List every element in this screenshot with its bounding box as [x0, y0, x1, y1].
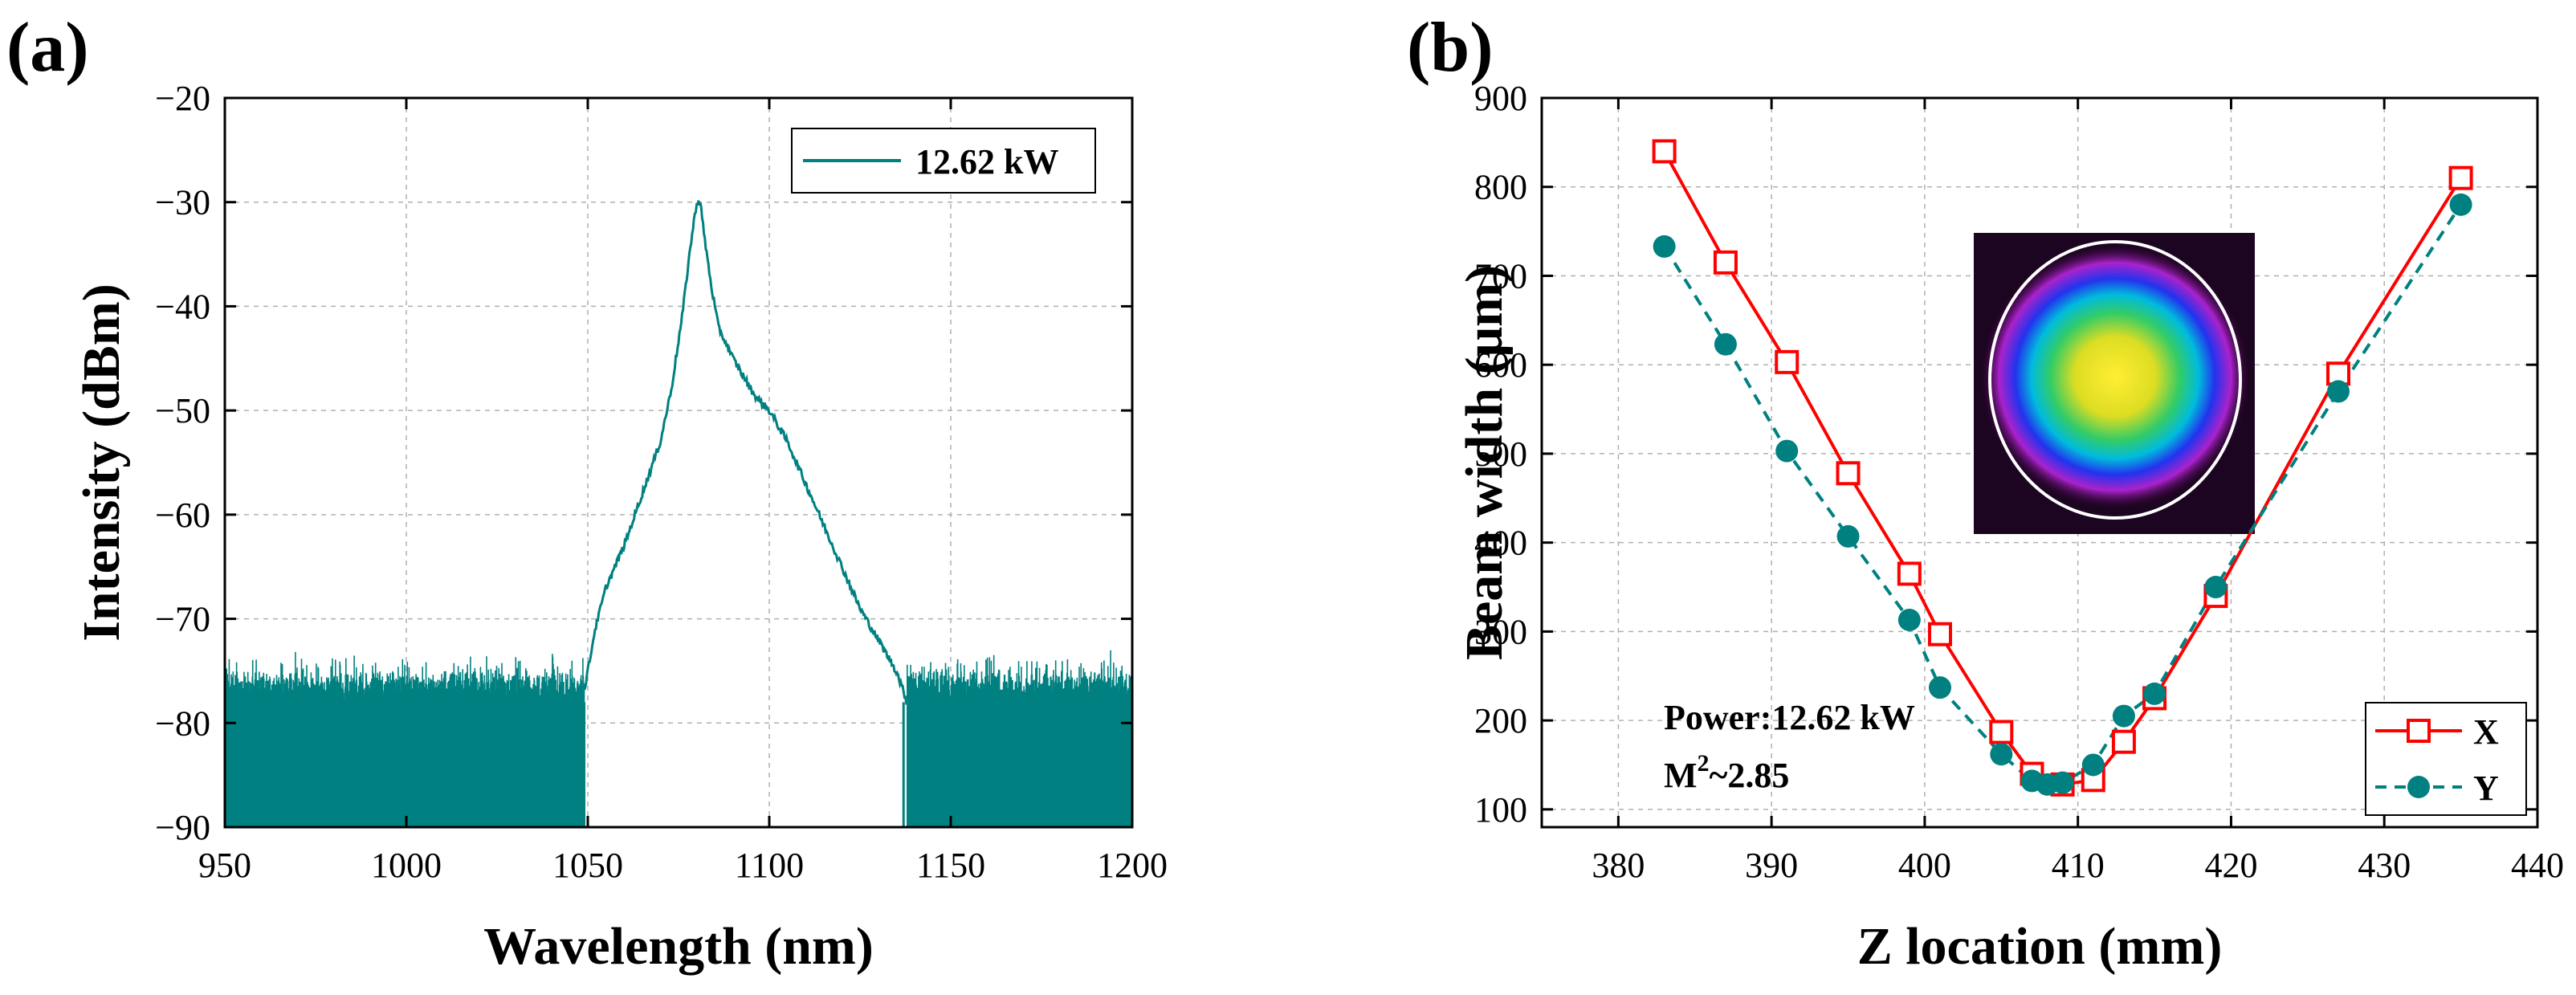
series-x-point: [2448, 165, 2473, 190]
panel-b-xtick-label: 390: [1745, 846, 1798, 885]
panel-b-xtick-label: 380: [1592, 846, 1645, 885]
panel-b-xtick-label: 430: [2358, 846, 2411, 885]
panel-b-ytick-label: 500: [1474, 434, 1527, 474]
series-y-point: [2112, 704, 2135, 728]
legend-y-marker: [2407, 776, 2430, 798]
panel-b-ytick-label: 400: [1474, 524, 1527, 563]
panel-b-ytick-label: 700: [1474, 256, 1527, 296]
panel-b-ytick-label: 100: [1474, 790, 1527, 830]
series-x-point: [1989, 720, 2014, 744]
panel-a-ytick-label: −60: [155, 495, 210, 535]
panel-b-ytick-label: 800: [1474, 168, 1527, 207]
series-x-point: [1775, 349, 1800, 374]
beam-spot: [1980, 244, 2250, 509]
series-x-point: [2111, 729, 2136, 754]
panel-a: (a) 950 1000 1050 1100 1150 1200 −90 −80 −70 −60 −…: [6, 9, 1168, 976]
series-x-point: [1928, 622, 1952, 646]
panel-b-legend: X Y: [2365, 702, 2527, 816]
series-x-point: [1897, 561, 1922, 586]
panel-a-ytick-label: −50: [155, 391, 210, 430]
panel-a-spectrum: [224, 200, 1133, 827]
panel-b-ytick-label: 900: [1474, 79, 1527, 118]
panel-a-xtick-label: 950: [198, 846, 251, 885]
panel-a-ylabel: Intensity (dBm): [72, 283, 131, 642]
panel-b-ticks: 380 390 400 410 420 430 440 100 200 300 400 500 600 7…: [1474, 79, 2564, 885]
series-y-point: [1897, 608, 1921, 631]
series-x-point: [1713, 250, 1738, 275]
panel-a-ticks: 950 1000 1050 1100 1150 1200 −90 −80 −70 −60 −50 −4…: [155, 79, 1168, 885]
series-y-point: [2449, 193, 2472, 216]
legend-x-label: X: [2473, 712, 2499, 752]
panel-b-ytick-label: 300: [1474, 612, 1527, 651]
panel-b-xlabel: Z location (mm): [1857, 917, 2223, 976]
legend-x-marker: [2407, 719, 2431, 743]
panel-b-xtick-label: 440: [2511, 846, 2564, 885]
legend-y-label: Y: [2473, 769, 2499, 808]
panel-a-xtick-label: 1100: [735, 846, 804, 885]
panel-a-label: (a): [6, 9, 89, 87]
panel-b-legend-box: [2365, 702, 2527, 816]
panel-a-xlabel: Wavelength (nm): [483, 917, 874, 976]
panel-a-ytick-label: −30: [155, 183, 210, 222]
series-y-point: [1990, 743, 2013, 766]
spectrum-noise-fill: [907, 723, 1132, 827]
panel-a-frame: [223, 96, 1134, 829]
panel-b: (b) 380 390 400 410 420 430 440 100 200 300 400 500…: [1407, 9, 2564, 976]
beam-ellipse-fit: [1988, 240, 2242, 520]
panel-a-ytick-label: −40: [155, 287, 210, 326]
panel-b-ytick-label: 200: [1474, 701, 1527, 740]
panel-b-series: [1652, 139, 2473, 797]
m2-annotation: M2~2.85: [1664, 750, 1789, 795]
beam-profile-inset: [1974, 233, 2255, 534]
series-x-point: [1652, 139, 1677, 164]
m2-superscript: 2: [1698, 750, 1710, 777]
panel-a-ytick-label: −20: [155, 79, 210, 118]
panel-a-legend: 12.62 kW: [791, 128, 1096, 194]
series-x-point: [1836, 461, 1861, 486]
series-y-point: [2204, 576, 2228, 599]
panel-a-legend-label: 12.62 kW: [915, 142, 1058, 181]
panel-b-ytick-label: 600: [1474, 345, 1527, 385]
panel-b-xtick-label: 410: [2052, 846, 2105, 885]
series-y-point: [2051, 771, 2074, 794]
panel-b-frame: [1540, 96, 2539, 829]
panel-b-xtick-label: 420: [2204, 846, 2257, 885]
series-y-point: [2327, 380, 2350, 403]
series-y-point: [2143, 682, 2166, 705]
m2-symbol: M: [1664, 756, 1698, 795]
series-y-point: [1714, 332, 1737, 356]
panel-a-xtick-label: 1200: [1097, 846, 1168, 885]
panel-a-xtick-label: 1150: [916, 846, 985, 885]
power-annotation: Power:12.62 kW: [1664, 698, 1915, 737]
series-y-point: [1929, 676, 1951, 699]
series-y-point: [1836, 524, 1860, 548]
panel-a-ytick-label: −90: [155, 808, 210, 847]
series-y-point: [1653, 234, 1676, 258]
spectrum-peak-line: [583, 200, 908, 706]
panel-a-xtick-label: 1050: [552, 846, 623, 885]
panel-a-ytick-label: −70: [155, 600, 210, 639]
series-y-point: [2081, 753, 2105, 777]
panel-a-xtick-label: 1000: [371, 846, 442, 885]
spectrum-noise-fill: [225, 723, 585, 827]
panel-b-ylabel: Beam width (μm): [1455, 265, 1514, 660]
series-y-point: [1775, 439, 1799, 463]
panel-b-xtick-label: 400: [1898, 846, 1951, 885]
panel-b-label: (b): [1407, 9, 1494, 87]
panel-a-ytick-label: −80: [155, 703, 210, 743]
m2-value: ~2.85: [1710, 756, 1790, 795]
